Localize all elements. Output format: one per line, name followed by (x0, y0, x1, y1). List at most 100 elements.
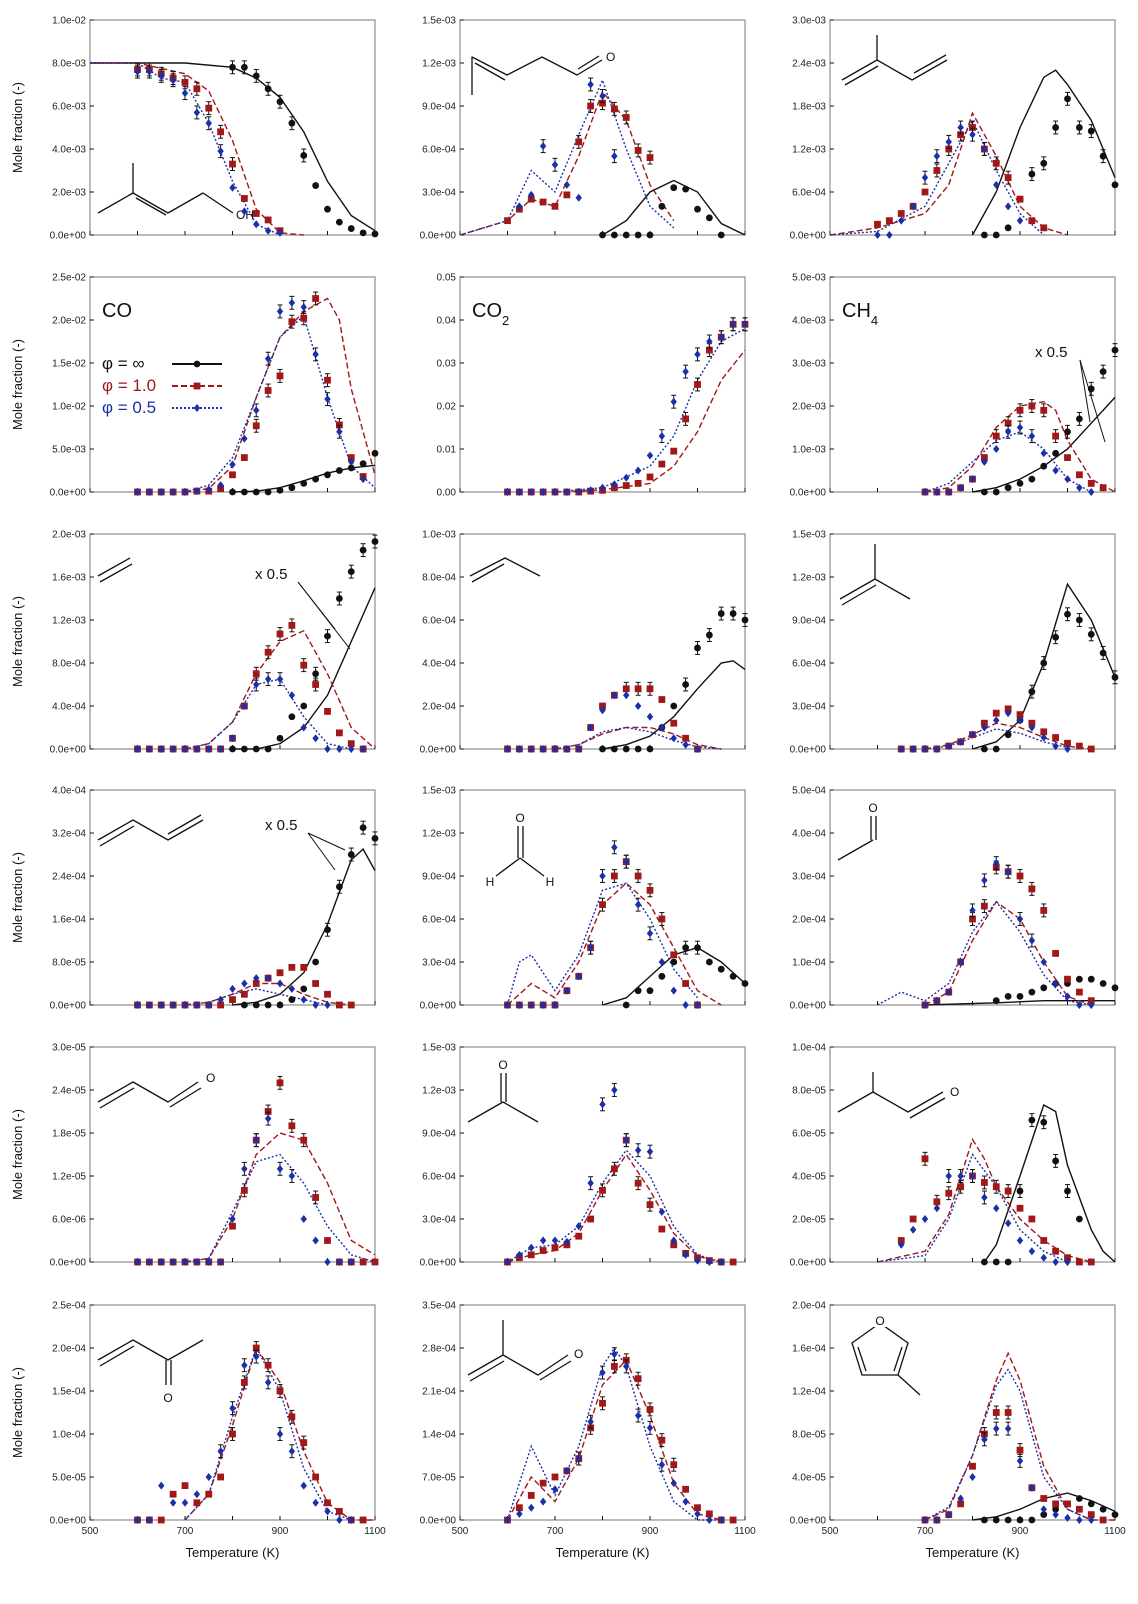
data-point-phi-0_5 (1016, 1456, 1024, 1465)
data-point-phi-0_5 (146, 67, 153, 76)
plot-frame (459, 789, 746, 1006)
y-tick-label: 1.2e-03 (422, 829, 456, 840)
data-point-phi-inf (610, 745, 618, 753)
data-point-phi-1_0 (515, 1504, 523, 1512)
y-tick-label: 1.0e-04 (792, 1043, 826, 1054)
data-point-phi-0_5 (1064, 1513, 1071, 1522)
model-line-phi-1_0 (924, 1351, 1115, 1521)
data-point-phi-0_5 (324, 395, 331, 404)
double-bond (169, 1087, 202, 1108)
data-point-phi-0_5 (312, 1498, 319, 1507)
data-point-phi-0_5 (264, 974, 272, 983)
y-tick-label: 1.6e-03 (52, 573, 86, 584)
atom-label: O (606, 50, 615, 64)
data-point-phi-0_5 (587, 80, 594, 89)
legend-label: φ = 1.0 (102, 376, 156, 395)
data-point-phi-1_0 (1004, 1409, 1012, 1416)
data-point-phi-inf (347, 464, 355, 472)
data-point-phi-0_5 (611, 152, 618, 161)
data-point-phi-0_5 (646, 929, 654, 938)
data-point-phi-0_5 (324, 1507, 331, 1516)
y-tick-label: 0.0e+00 (50, 1516, 87, 1527)
data-point-phi-1_0 (217, 1473, 225, 1481)
y-axis-label: Mole fraction (-) (10, 82, 25, 173)
data-point-phi-1_0 (599, 1399, 606, 1407)
data-point-phi-0_5 (253, 974, 260, 983)
data-point-phi-1_0 (1028, 719, 1036, 727)
data-point-phi-inf (1064, 95, 1071, 103)
data-point-phi-1_0 (992, 159, 1000, 167)
y-tick-label: 3.0e-05 (52, 1043, 86, 1054)
data-point-phi-0_5 (969, 906, 976, 915)
y-tick-label: 0.0e+00 (50, 488, 87, 499)
data-point-phi-inf (992, 231, 1000, 239)
y-tick-label: 4.0e-03 (792, 316, 826, 327)
model-line-phi-inf (232, 848, 376, 1006)
data-point-phi-inf (335, 467, 343, 474)
model-line-phi-inf (602, 179, 746, 236)
data-point-phi-1_0 (992, 432, 1000, 440)
data-point-phi-1_0 (980, 719, 988, 727)
data-point-phi-1_0 (347, 1001, 355, 1009)
data-point-phi-1_0 (1040, 728, 1048, 736)
data-point-phi-1_0 (252, 210, 260, 217)
data-point-phi-1_0 (288, 1413, 296, 1421)
data-point-phi-1_0 (980, 454, 988, 461)
data-point-phi-inf (288, 484, 296, 492)
data-point-phi-0_5 (312, 350, 319, 359)
data-point-phi-0_5 (599, 706, 606, 715)
data-point-phi-0_5 (504, 1001, 511, 1009)
data-point-phi-1_0 (1040, 224, 1048, 232)
data-point-phi-1_0 (729, 1258, 737, 1266)
chart-panel-formaldehyde: 0.0e+00 3.0e-04 6.0e-04 9.0e-04 1.2e-03 1.5e-… (420, 786, 749, 1012)
data-point-phi-0_5 (729, 320, 737, 329)
data-point-phi-inf (729, 972, 737, 980)
data-point-phi-1_0 (1099, 484, 1107, 492)
data-point-phi-1_0 (1075, 988, 1083, 996)
data-point-phi-0_5 (563, 488, 571, 496)
data-point-phi-0_5 (694, 745, 701, 753)
data-point-phi-0_5 (193, 108, 201, 117)
data-point-phi-inf (658, 202, 666, 210)
data-point-phi-1_0 (599, 901, 606, 909)
y-tick-label: 1.5e-02 (52, 359, 86, 370)
data-point-phi-0_5 (587, 486, 594, 495)
data-point-phi-inf (300, 702, 308, 710)
y-tick-label: 2.0e-04 (792, 915, 826, 926)
model-line-phi-1_0 (507, 882, 722, 1006)
data-point-phi-0_5 (276, 228, 284, 237)
data-point-phi-0_5 (181, 488, 189, 496)
data-point-phi-0_5 (981, 145, 988, 153)
data-point-phi-inf (599, 745, 606, 753)
data-point-phi-inf (1087, 975, 1095, 983)
data-point-phi-0_5 (146, 1516, 153, 1524)
double-bond (844, 65, 879, 86)
data-point-phi-0_5 (551, 1001, 559, 1009)
structure-isobutanal: O (837, 1072, 959, 1119)
data-point-phi-inf (646, 745, 654, 753)
data-point-phi-1_0 (646, 473, 654, 481)
data-point-phi-0_5 (551, 488, 559, 496)
data-point-phi-1_0 (264, 648, 272, 656)
data-point-phi-inf (1099, 368, 1107, 375)
data-point-phi-1_0 (312, 681, 320, 688)
data-point-phi-inf (1016, 1516, 1024, 1524)
y-tick-label: 8.0e-05 (792, 1430, 826, 1441)
double-bond (99, 1087, 135, 1109)
data-point-phi-inf (1064, 1187, 1071, 1195)
data-point-phi-1_0 (551, 1244, 559, 1252)
data-point-phi-0_5 (957, 958, 964, 966)
x-tick-label: 500 (452, 1526, 469, 1537)
data-point-phi-0_5 (945, 1172, 952, 1180)
data-point-phi-0_5 (264, 226, 272, 235)
y-tick-label: 1.5e-03 (422, 1043, 456, 1054)
y-tick-label: 6.0e-04 (422, 616, 456, 627)
data-point-phi-1_0 (324, 1237, 331, 1244)
scale-annotation: x 0.5 (265, 817, 298, 834)
data-point-phi-0_5 (1052, 742, 1059, 751)
data-point-phi-0_5 (134, 1516, 141, 1524)
data-point-phi-1_0 (359, 1258, 367, 1266)
data-point-phi-1_0 (610, 105, 618, 113)
data-point-phi-0_5 (898, 216, 905, 225)
y-tick-label: 0.0e+00 (790, 231, 827, 242)
